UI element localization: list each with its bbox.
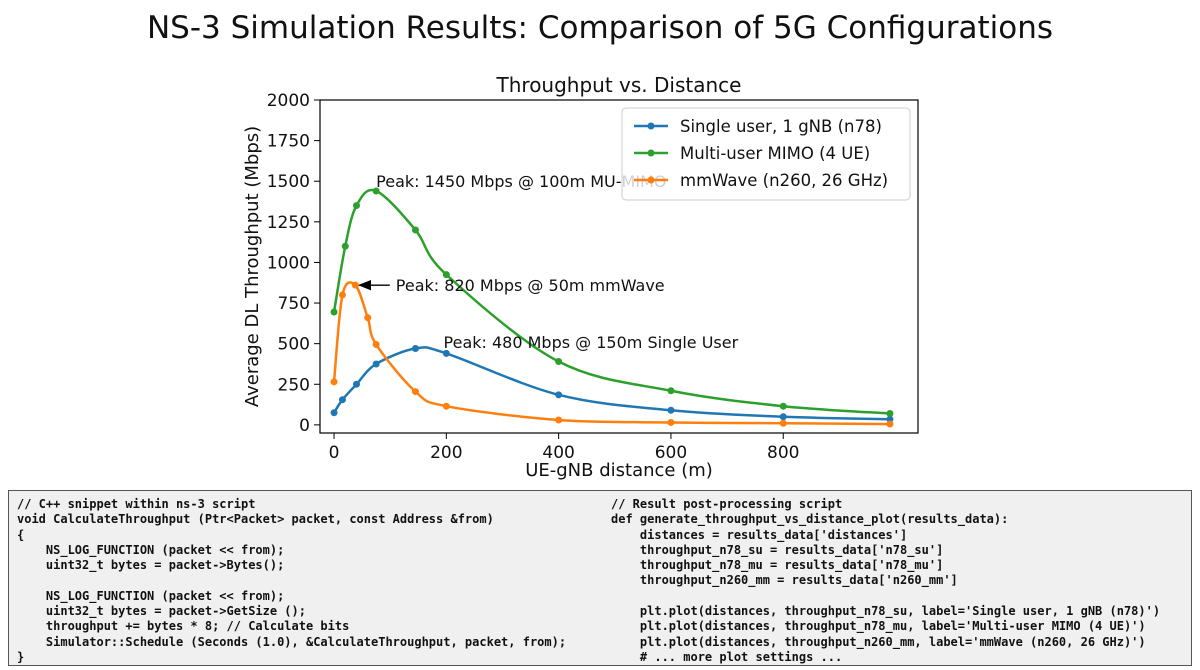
right-code-line: plt.plot(distances, throughput_n260_mm, … bbox=[611, 634, 1146, 649]
left-code-line: uint32_t bytes = packet->Bytes(); bbox=[17, 558, 285, 573]
y-tick-label: 1000 bbox=[267, 253, 310, 273]
data-point-2 bbox=[411, 388, 419, 396]
x-tick-label: 600 bbox=[655, 443, 687, 463]
left-code-line bbox=[17, 573, 566, 588]
y-tick-label: 0 bbox=[299, 416, 310, 436]
y-tick-label: 1250 bbox=[267, 213, 310, 233]
code-panel: // C++ snippet within ns-3 script void Ca… bbox=[8, 490, 1192, 666]
right-code-line: def generate_throughput_vs_distance_plot… bbox=[611, 512, 1009, 527]
annotation-label: Peak: 480 Mbps @ 150m Single User bbox=[444, 333, 739, 352]
right-code-line: throughput_n78_mu = results_data['n78_mu… bbox=[611, 558, 944, 573]
series-line-2 bbox=[332, 281, 890, 426]
x-tick-label: 400 bbox=[542, 443, 574, 463]
data-point-1 bbox=[442, 271, 450, 279]
data-point-1 bbox=[330, 308, 338, 316]
data-point-0 bbox=[338, 396, 346, 404]
y-axis-label: Average DL Throughput (Mbps) bbox=[242, 126, 263, 407]
annotation-label: Peak: 1450 Mbps @ 100m MU-MIMO bbox=[376, 172, 666, 191]
data-point-1 bbox=[886, 410, 894, 418]
data-point-2 bbox=[372, 340, 380, 348]
data-point-0 bbox=[779, 413, 787, 421]
left-code-line: throughput += bytes * 8; // Calculate bi… bbox=[17, 619, 350, 634]
data-point-2 bbox=[330, 378, 338, 386]
data-point-1 bbox=[411, 226, 419, 234]
left-code-line: NS_LOG_FUNCTION (packet << from); bbox=[17, 588, 285, 603]
data-point-0 bbox=[352, 380, 360, 388]
data-point-1 bbox=[341, 242, 349, 250]
right-code-line: throughput_n260_mm = results_data['n260_… bbox=[611, 573, 958, 588]
legend-label: Multi-user MIMO (4 UE) bbox=[680, 144, 870, 163]
right-code-line bbox=[611, 589, 1160, 604]
y-tick-label: 750 bbox=[278, 294, 310, 314]
legend-label: mmWave (n260, 26 GHz) bbox=[680, 171, 888, 190]
data-point-0 bbox=[411, 345, 419, 353]
python-code-block: // Result post-processing script def gene… bbox=[611, 497, 1160, 665]
data-point-2 bbox=[555, 416, 563, 424]
y-tick-label: 1500 bbox=[267, 172, 310, 192]
x-tick-label: 0 bbox=[329, 443, 340, 463]
x-axis-label: UE-gNB distance (m) bbox=[525, 460, 713, 481]
y-tick-label: 250 bbox=[278, 375, 310, 395]
data-point-2 bbox=[667, 418, 675, 426]
data-point-1 bbox=[667, 387, 675, 395]
right-code-line: distances = results_data['distances'] bbox=[611, 527, 908, 542]
left-code-line: void CalculateThroughput (Ptr<Packet> pa… bbox=[17, 512, 494, 527]
data-point-1 bbox=[779, 402, 787, 410]
data-point-2 bbox=[364, 314, 372, 322]
cpp-code-block: // C++ snippet within ns-3 script void Ca… bbox=[17, 497, 566, 665]
right-code-line: // Result post-processing script bbox=[611, 497, 843, 511]
right-code-line: plt.plot(distances, throughput_n78_mu, l… bbox=[611, 619, 1146, 634]
data-point-2 bbox=[779, 419, 787, 427]
legend-box bbox=[621, 107, 911, 201]
legend-swatch-marker bbox=[647, 176, 655, 184]
right-code-line: plt.plot(distances, throughput_n78_su, l… bbox=[611, 604, 1161, 619]
left-code-line: // C++ snippet within ns-3 script bbox=[17, 497, 256, 511]
data-point-1 bbox=[352, 202, 360, 210]
series-line-1 bbox=[332, 188, 891, 415]
data-point-0 bbox=[330, 409, 338, 417]
left-code-line: NS_LOG_FUNCTION (packet << from); bbox=[17, 542, 285, 557]
data-point-1 bbox=[372, 187, 380, 195]
left-code-line: { bbox=[17, 527, 25, 542]
left-code-line: uint32_t bytes = packet->GetSize (); bbox=[17, 604, 306, 619]
data-point-2 bbox=[338, 291, 346, 299]
y-tick-label: 1750 bbox=[267, 132, 310, 152]
y-tick-label: 2000 bbox=[267, 91, 310, 111]
chart-title: Throughput vs. Distance bbox=[496, 73, 742, 97]
data-point-2 bbox=[351, 281, 359, 289]
annotation-label: Peak: 820 Mbps @ 50m mmWave bbox=[396, 276, 665, 295]
x-tick-label: 800 bbox=[767, 443, 799, 463]
legend-label: Single user, 1 gNB (n78) bbox=[680, 117, 882, 136]
y-tick-label: 500 bbox=[278, 335, 310, 355]
data-point-0 bbox=[442, 349, 450, 357]
throughput-chart: Throughput vs. Distance 0 250 500 750 1000 125… bbox=[242, 73, 919, 481]
plot-frame bbox=[319, 99, 919, 434]
right-code-line: # ... more plot settings ... bbox=[611, 649, 843, 664]
data-point-0 bbox=[886, 415, 894, 423]
data-point-0 bbox=[372, 360, 380, 368]
data-point-1 bbox=[555, 358, 563, 366]
x-tick-label: 200 bbox=[430, 443, 462, 463]
left-code-line: } bbox=[17, 649, 25, 664]
data-point-2 bbox=[442, 402, 450, 410]
data-point-2 bbox=[886, 420, 894, 428]
data-point-0 bbox=[555, 391, 563, 399]
page-title: NS-3 Simulation Results: Comparison of 5… bbox=[146, 10, 1054, 46]
left-code-line: Simulator::Schedule (Seconds (1.0), &Cal… bbox=[17, 634, 567, 649]
legend-swatch-marker bbox=[647, 149, 655, 157]
legend-swatch-marker bbox=[647, 122, 655, 130]
data-point-0 bbox=[667, 406, 675, 414]
right-code-line: throughput_n78_su = results_data['n78_su… bbox=[611, 542, 944, 557]
